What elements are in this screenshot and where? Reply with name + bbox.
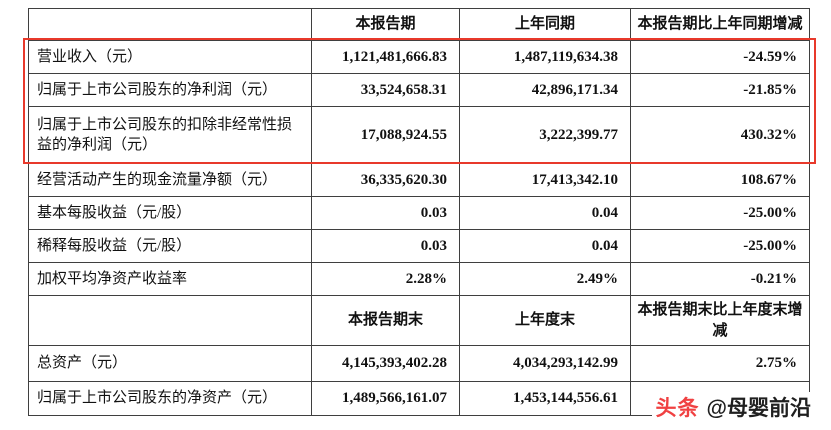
table-row-net-profit: 归属于上市公司股东的净利润（元） 33,524,658.31 42,896,17… (28, 73, 810, 107)
value-prior: 1,453,144,556.61 (459, 381, 631, 416)
toutiao-logo: 头条 (655, 397, 700, 420)
value-change: 2.75% (630, 345, 810, 382)
header-prior-year-end: 上年度末 (459, 295, 631, 346)
value-change: -25.00% (630, 196, 810, 230)
header-current-period-end: 本报告期末 (311, 295, 460, 346)
value-prior: 17,413,342.10 (459, 163, 631, 197)
value-current: 0.03 (311, 196, 460, 230)
value-current: 1,489,566,161.07 (311, 381, 460, 416)
header-period-change: 本报告期比上年同期增减 (630, 8, 810, 41)
value-current: 36,335,620.30 (311, 163, 460, 197)
table-row-operating-cash-flow: 经营活动产生的现金流量净额（元） 36,335,620.30 17,413,34… (28, 163, 810, 197)
header-blank (28, 8, 312, 41)
value-prior: 2.49% (459, 262, 631, 296)
row-label: 归属于上市公司股东的净资产（元） (28, 381, 312, 416)
value-current: 4,145,393,402.28 (311, 345, 460, 382)
table-row-basic-eps: 基本每股收益（元/股） 0.03 0.04 -25.00% (28, 196, 810, 230)
row-label: 稀释每股收益（元/股） (28, 229, 312, 263)
value-change: -0.21% (630, 262, 810, 296)
header-prior-period: 上年同期 (459, 8, 631, 41)
value-prior: 0.04 (459, 196, 631, 230)
table-row-weighted-roe: 加权平均净资产收益率 2.28% 2.49% -0.21% (28, 262, 810, 296)
row-label: 营业收入（元） (28, 40, 312, 74)
table-row-revenue: 营业收入（元） 1,121,481,666.83 1,487,119,634.3… (28, 40, 810, 74)
financial-summary-table: 本报告期 上年同期 本报告期比上年同期增减 营业收入（元） 1,121,481,… (28, 8, 810, 416)
header-period-end-change: 本报告期末比上年度末增减 (630, 295, 810, 346)
value-change: -24.59% (630, 40, 810, 74)
value-current: 0.03 (311, 229, 460, 263)
value-prior: 4,034,293,142.99 (459, 345, 631, 382)
row-label: 经营活动产生的现金流量净额（元） (28, 163, 312, 197)
row-label: 加权平均净资产收益率 (28, 262, 312, 296)
value-current: 1,121,481,666.83 (311, 40, 460, 74)
row-label: 归属于上市公司股东的净利润（元） (28, 73, 312, 107)
period-end-header-row: 本报告期末 上年度末 本报告期末比上年度末增减 (28, 295, 810, 346)
value-current: 17,088,924.55 (311, 106, 460, 164)
row-label: 基本每股收益（元/股） (28, 196, 312, 230)
value-change: -21.85% (630, 73, 810, 107)
value-prior: 1,487,119,634.38 (459, 40, 631, 74)
value-change: 430.32% (630, 106, 810, 164)
table-row-deducted-net-profit: 归属于上市公司股东的扣除非经常性损益的净利润（元） 17,088,924.55 … (28, 106, 810, 164)
row-label: 归属于上市公司股东的扣除非经常性损益的净利润（元） (28, 106, 312, 164)
table-row-diluted-eps: 稀释每股收益（元/股） 0.03 0.04 -25.00% (28, 229, 810, 263)
header-current-period: 本报告期 (311, 8, 460, 41)
row-label: 总资产（元） (28, 345, 312, 382)
value-change: -25.00% (630, 229, 810, 263)
watermark-handle: @母婴前沿 (706, 397, 811, 420)
value-current: 2.28% (311, 262, 460, 296)
value-prior: 0.04 (459, 229, 631, 263)
table-row-total-assets: 总资产（元） 4,145,393,402.28 4,034,293,142.99… (28, 345, 810, 382)
value-change: 108.67% (630, 163, 810, 197)
value-prior: 42,896,171.34 (459, 73, 631, 107)
watermark: 头条 @母婴前沿 (651, 392, 811, 422)
value-current: 33,524,658.31 (311, 73, 460, 107)
value-prior: 3,222,399.77 (459, 106, 631, 164)
header-blank (28, 295, 312, 346)
period-header-row: 本报告期 上年同期 本报告期比上年同期增减 (28, 8, 810, 41)
